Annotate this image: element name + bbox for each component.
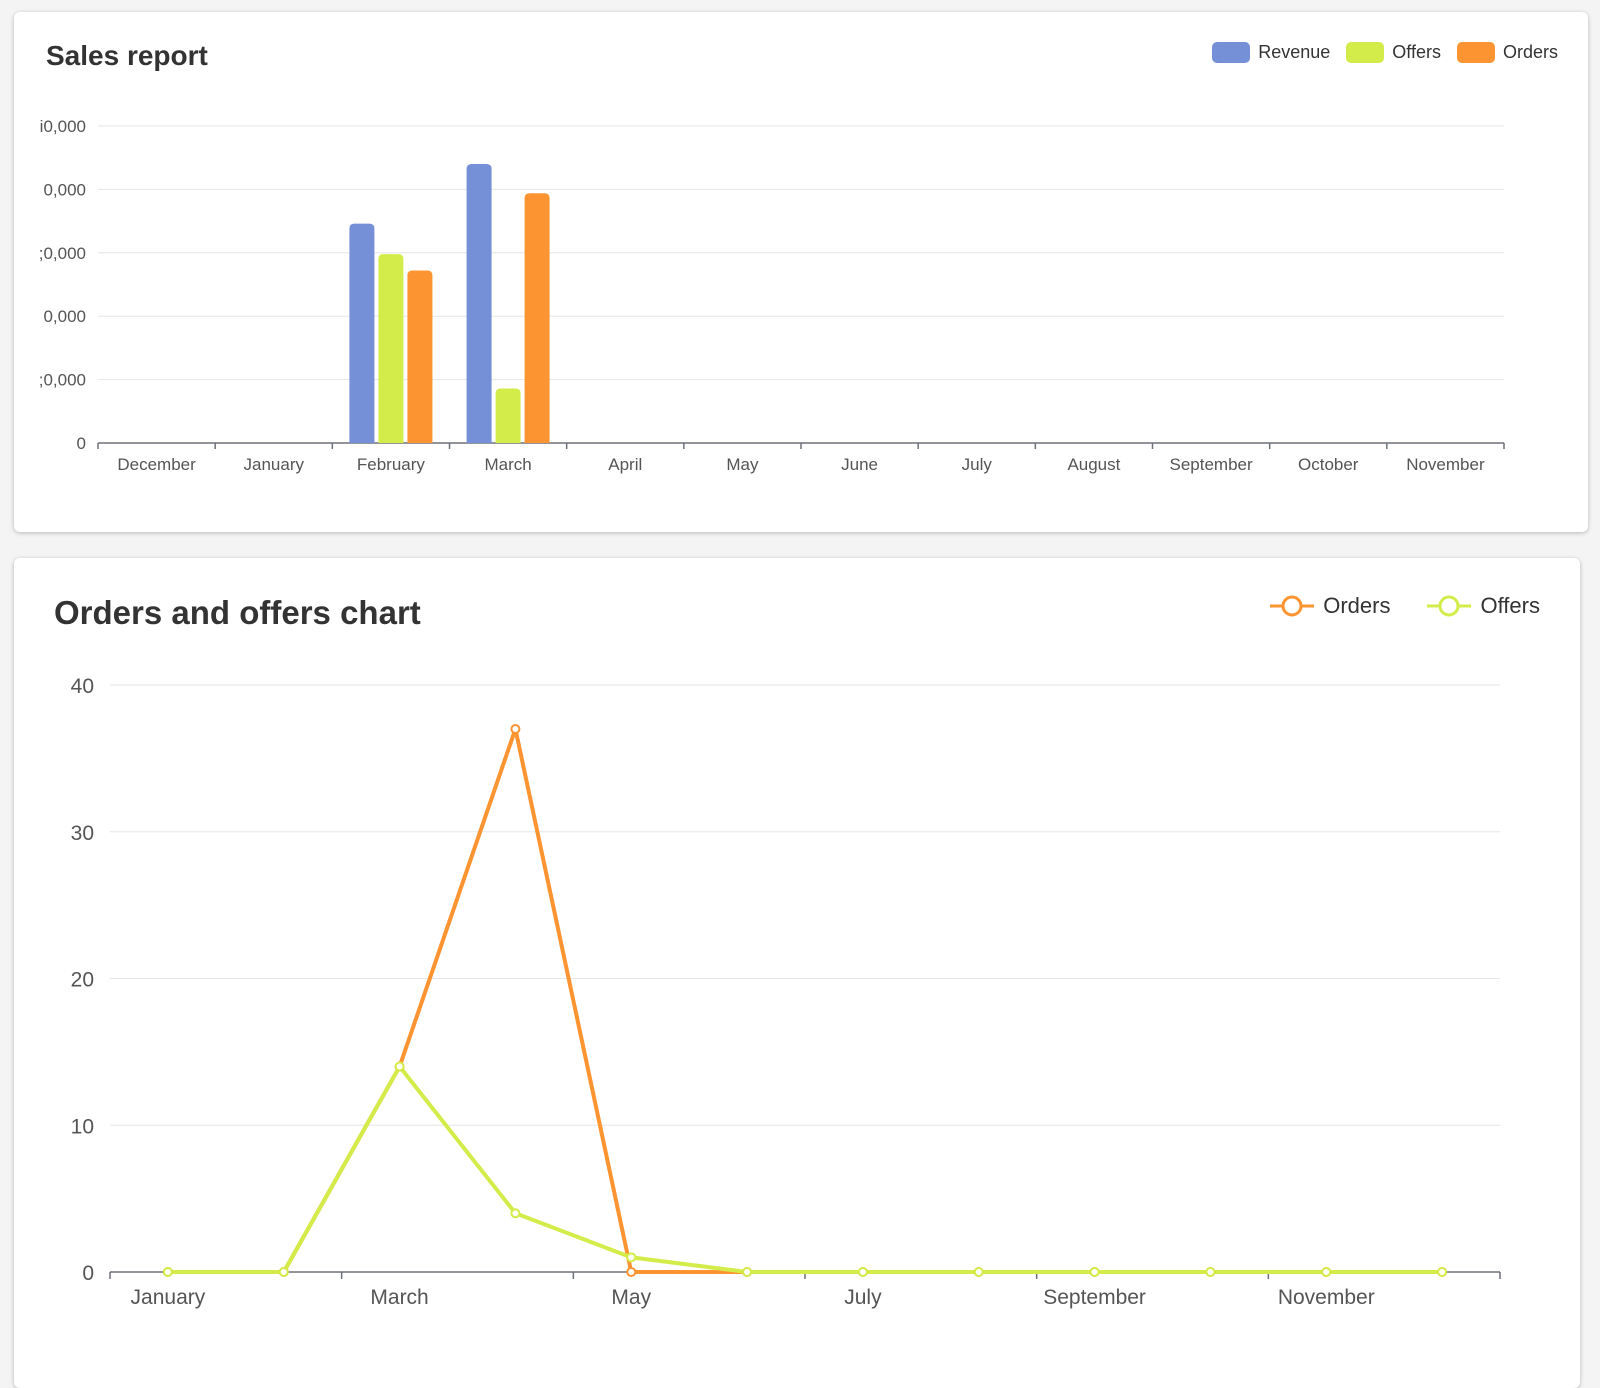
x-tick-label: February xyxy=(357,455,426,474)
orders-swatch xyxy=(1456,42,1495,63)
bar-offers xyxy=(495,388,521,443)
revenue-swatch xyxy=(1212,42,1251,63)
sales-report-card: Sales report Revenue Offers Orders 0 ;0,0… xyxy=(14,12,1588,532)
x-tick-label: August xyxy=(1067,455,1120,474)
data-point-offers xyxy=(162,1267,173,1277)
x-tick-label: January xyxy=(244,455,305,474)
bar-orders xyxy=(524,193,550,443)
data-point-orders xyxy=(626,1267,637,1277)
legend-label-offers-line: Offers xyxy=(1480,593,1540,618)
legend-label-orders: Orders xyxy=(1502,42,1558,62)
x-tick-label: April xyxy=(608,455,642,474)
legend-item-orders-line[interactable]: Orders xyxy=(1269,593,1390,619)
x-tick-label: March xyxy=(484,455,531,474)
data-point-offers xyxy=(973,1267,984,1277)
offers-line-swatch xyxy=(1427,595,1472,617)
data-point-offers xyxy=(510,1208,521,1219)
series-line-offers xyxy=(167,1064,1443,1274)
y-tick-label: 0,000 xyxy=(43,307,86,326)
y-tick-label: ;0,000 xyxy=(39,244,86,263)
data-point-offers xyxy=(742,1267,753,1277)
x-tick-label: December xyxy=(117,455,196,474)
x-tick-label: November xyxy=(1278,1286,1375,1309)
bar-revenue xyxy=(466,164,492,444)
x-tick-label: September xyxy=(1043,1286,1146,1309)
x-tick-label: May xyxy=(611,1286,651,1309)
x-tick-label: June xyxy=(841,455,878,474)
data-point-offers xyxy=(1205,1267,1216,1277)
sales-report-title: Sales report xyxy=(46,40,208,71)
x-tick-label: March xyxy=(370,1286,428,1309)
orders-offers-title: Orders and offers chart xyxy=(54,594,421,631)
y-tick-label: 0 xyxy=(82,1262,94,1285)
data-point-offers xyxy=(1321,1267,1332,1277)
x-tick-label: October xyxy=(1298,455,1359,474)
legend-label-orders-line: Orders xyxy=(1323,593,1391,618)
offers-swatch xyxy=(1346,42,1385,63)
legend-item-revenue[interactable]: Revenue xyxy=(1212,42,1330,63)
legend-item-orders[interactable]: Orders xyxy=(1456,42,1558,63)
bar-offers xyxy=(378,254,404,443)
y-tick-label: 10 xyxy=(71,1115,94,1138)
data-point-offers xyxy=(278,1267,289,1277)
x-tick-label: July xyxy=(844,1286,882,1309)
x-tick-label: September xyxy=(1169,455,1252,474)
y-tick-label: ;0,000 xyxy=(39,371,86,390)
orders-offers-legend: Orders Offers xyxy=(1269,593,1540,619)
data-point-offers xyxy=(1437,1267,1448,1277)
data-point-offers xyxy=(857,1267,868,1277)
y-tick-label: 20 xyxy=(71,969,94,992)
y-tick-label: i0,000 xyxy=(40,117,86,136)
orders-offers-chart: 0 10 20 30 40 January March May July September Nov… xyxy=(71,675,1501,1309)
x-tick-label: July xyxy=(962,455,993,474)
bar-orders xyxy=(407,270,433,443)
data-point-offers xyxy=(394,1061,405,1072)
data-point-offers xyxy=(626,1252,637,1263)
sales-report-chart: 0 ;0,000 0,000 ;0,000 0,000 i0,000 December Jan… xyxy=(39,117,1505,474)
x-tick-label: May xyxy=(726,455,759,474)
legend-label-offers: Offers xyxy=(1392,42,1441,62)
sales-report-legend: Revenue Offers Orders xyxy=(1212,42,1558,63)
x-tick-label: January xyxy=(131,1286,206,1309)
y-tick-label: 30 xyxy=(71,822,94,845)
legend-label-revenue: Revenue xyxy=(1258,42,1331,62)
y-tick-label: 40 xyxy=(71,675,94,698)
data-point-orders xyxy=(510,724,521,735)
legend-item-offers-line[interactable]: Offers xyxy=(1426,593,1540,619)
series-line-orders xyxy=(167,727,1443,1274)
data-point-offers xyxy=(1089,1267,1100,1277)
y-tick-label: 0,000 xyxy=(43,180,86,199)
orders-offers-card: Orders and offers chart Orders Offers 0 1… xyxy=(14,558,1580,1388)
y-tick-label: 0 xyxy=(77,434,86,453)
legend-item-offers[interactable]: Offers xyxy=(1346,42,1441,63)
orders-line-swatch xyxy=(1270,595,1315,617)
x-tick-label: November xyxy=(1406,455,1485,474)
bar-revenue xyxy=(349,223,375,443)
